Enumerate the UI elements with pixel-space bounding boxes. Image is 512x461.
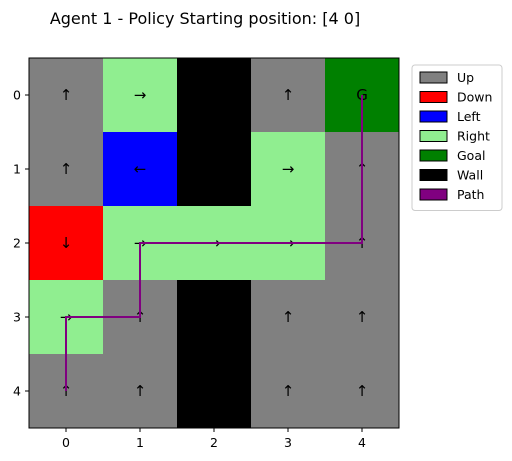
y-tick-label-0: 0 bbox=[13, 88, 21, 103]
legend-swatch-goal bbox=[419, 149, 448, 162]
legend-swatch-path bbox=[419, 188, 448, 201]
legend-label-down: Down bbox=[457, 90, 492, 105]
y-tick-label-4: 4 bbox=[13, 384, 21, 399]
x-tick-label-4: 4 bbox=[358, 435, 366, 450]
policy-arrow-1-1: ← bbox=[134, 160, 147, 178]
policy-arrow-1-0: ↑ bbox=[60, 160, 73, 178]
grid-cell-3-3 bbox=[251, 280, 325, 354]
policy-arrow-0-1: → bbox=[134, 86, 147, 104]
policy-arrow-4-4: ↑ bbox=[356, 382, 369, 400]
legend-label-up: Up bbox=[457, 70, 474, 85]
grid-cell-2-0 bbox=[29, 206, 103, 280]
policy-arrow-1-3: → bbox=[282, 160, 295, 178]
legend-label-wall: Wall bbox=[457, 168, 483, 183]
policy-arrow-0-3: ↑ bbox=[282, 86, 295, 104]
path-line bbox=[65, 95, 363, 391]
grid-cell-1-1 bbox=[103, 132, 177, 206]
grid-cell-1-0 bbox=[29, 132, 103, 206]
legend-swatch-up bbox=[419, 71, 448, 84]
legend-label-goal: Goal bbox=[457, 148, 485, 163]
policy-arrow-3-4: ↑ bbox=[356, 308, 369, 326]
y-tick-label-2: 2 bbox=[13, 236, 21, 251]
legend-label-left: Left bbox=[457, 109, 481, 124]
policy-arrow-4-1: ↑ bbox=[134, 382, 147, 400]
grid-cell-0-3 bbox=[251, 58, 325, 132]
chart-title: Agent 1 - Policy Starting position: [4 0… bbox=[50, 9, 360, 28]
y-tick-label-1: 1 bbox=[13, 162, 21, 177]
grid-cell-0-0 bbox=[29, 58, 103, 132]
grid-cell-4-2 bbox=[177, 354, 251, 428]
grid-cell-4-3 bbox=[251, 354, 325, 428]
grid-cell-0-1 bbox=[103, 58, 177, 132]
grid-cell-3-4 bbox=[325, 280, 399, 354]
policy-arrow-2-0: ↓ bbox=[60, 234, 73, 252]
legend-label-right: Right bbox=[457, 129, 490, 144]
legend: Up Down Left Right Goal Wall Path bbox=[411, 64, 503, 211]
legend-swatch-down bbox=[419, 91, 448, 103]
grid-cell-4-1 bbox=[103, 354, 177, 428]
x-tick-label-1: 1 bbox=[136, 435, 144, 450]
grid-cell-3-2 bbox=[177, 280, 251, 354]
y-tick-label-3: 3 bbox=[13, 310, 21, 325]
legend-swatch-left bbox=[419, 110, 448, 123]
legend-swatch-wall bbox=[419, 169, 448, 181]
grid-cell-1-2 bbox=[177, 132, 251, 206]
x-tick-label-0: 0 bbox=[62, 435, 70, 450]
agent-path bbox=[65, 95, 363, 391]
x-tick-label-3: 3 bbox=[284, 435, 292, 450]
legend-label-path: Path bbox=[457, 187, 484, 202]
policy-arrows: ↑ → ↑ G↑ ← → ↑↓ → → → ↑→ ↑ ↑ ↑↑ ↑ ↑ ↑ bbox=[60, 86, 369, 400]
grid-cell-1-3 bbox=[251, 132, 325, 206]
legend-swatch-right bbox=[419, 130, 448, 142]
axis-ticks: 0 1 2 3 4 0 1 2 3 4 bbox=[13, 88, 366, 451]
policy-arrow-4-3: ↑ bbox=[282, 382, 295, 400]
x-tick-label-2: 2 bbox=[210, 435, 218, 450]
grid-cell-0-2 bbox=[177, 58, 251, 132]
policy-arrow-0-0: ↑ bbox=[60, 86, 73, 104]
policy-arrow-3-3: ↑ bbox=[282, 308, 295, 326]
grid-cell-4-4 bbox=[325, 354, 399, 428]
